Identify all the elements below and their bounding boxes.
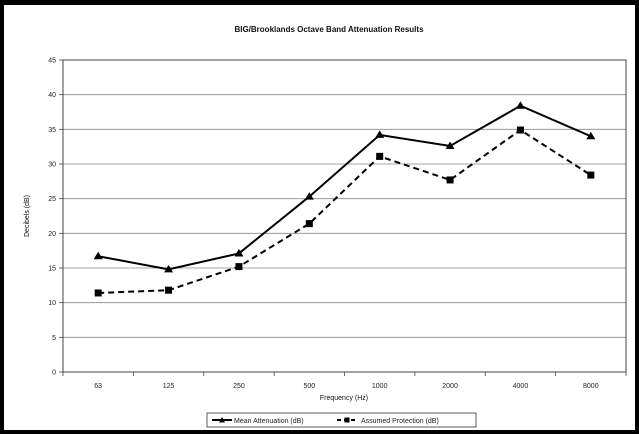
x-tick-label: 250 (233, 383, 245, 390)
legend-label-mean: Mean Attenuation (dB) (234, 418, 304, 425)
data-point-square (165, 286, 173, 294)
legend-box (206, 412, 477, 428)
x-tick-label: 63 (94, 383, 102, 390)
x-tick-label: 8000 (583, 383, 599, 390)
y-axis-label: Decibels (dB) (24, 195, 31, 237)
series-line-1 (98, 128, 592, 294)
x-tick-label: 2000 (442, 383, 458, 390)
data-point-square (446, 176, 454, 184)
y-tick-label: 5 (52, 335, 56, 342)
data-point-triangle (304, 192, 314, 200)
gridlines (63, 94, 626, 338)
x-axis-label: Frequency (Hz) (320, 395, 368, 402)
data-point-square (587, 171, 595, 179)
y-tick-label: 40 (48, 92, 56, 99)
y-tick-label: 0 (52, 370, 56, 377)
plot-area (62, 59, 627, 373)
y-tick-label: 35 (48, 127, 56, 134)
y-tick-label: 15 (48, 266, 56, 273)
legend: Mean Attenuation (dB) Assumed Protection… (206, 412, 477, 428)
series-line-0 (98, 104, 592, 271)
data-point-square (376, 152, 384, 160)
chart-frame: BIG/Brooklands Octave Band Attenuation R… (4, 5, 635, 430)
y-tick-label: 20 (48, 231, 56, 238)
data-point-square (235, 263, 243, 271)
data-point-triangle (445, 141, 455, 149)
y-tick-label: 25 (48, 196, 56, 203)
x-tick-label: 4000 (513, 383, 529, 390)
chart: BIG/Brooklands Octave Band Attenuation R… (24, 25, 627, 428)
data-point-triangle (234, 248, 244, 257)
data-point-triangle (586, 131, 596, 140)
chart-title: BIG/Brooklands Octave Band Attenuation R… (234, 25, 424, 34)
y-tick-label: 10 (48, 300, 56, 307)
y-tick-label: 45 (48, 58, 56, 65)
x-tick-label: 500 (303, 383, 315, 390)
data-point-square (305, 220, 313, 228)
series-layer (93, 101, 596, 297)
data-point-triangle (164, 264, 174, 273)
y-tick-label: 30 (48, 162, 56, 169)
x-axis-ticks: 63 125 250 500 1000 2000 4000 8000 (62, 372, 627, 390)
legend-marker-triangle (219, 417, 225, 423)
data-point-square (94, 289, 102, 297)
x-tick-label: 125 (163, 383, 175, 390)
data-point-triangle (515, 101, 525, 109)
data-point-triangle (375, 130, 385, 138)
legend-marker-square (344, 417, 350, 423)
x-tick-label: 1000 (372, 383, 388, 390)
data-point-square (516, 126, 524, 134)
data-point-triangle (93, 251, 103, 260)
legend-label-assumed: Assumed Protection (dB) (361, 418, 439, 425)
y-axis-ticks: 0 5 10 15 20 25 30 35 40 45 (48, 58, 63, 377)
